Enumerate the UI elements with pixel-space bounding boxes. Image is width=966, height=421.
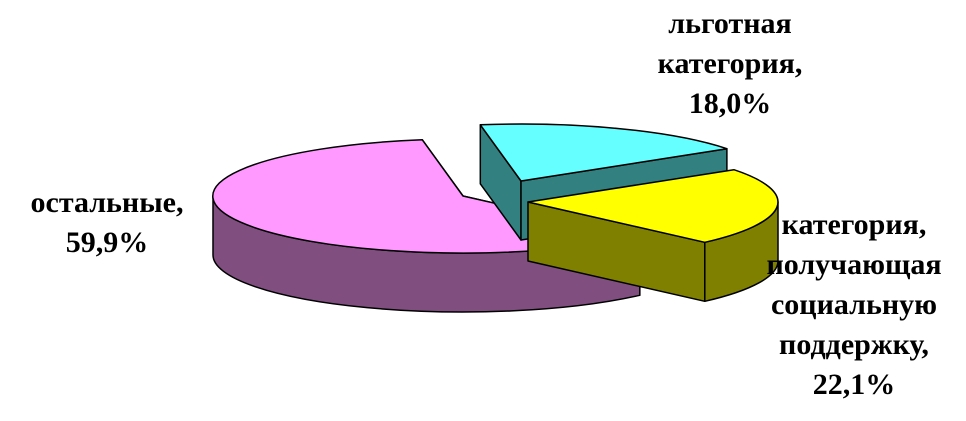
slice-label-value: 22,1% <box>812 368 896 401</box>
slice-label-text-line: социальную <box>770 288 938 321</box>
slice-label-text-line: льготная <box>668 7 792 40</box>
slice-label-text-line: поддержку, <box>779 328 929 361</box>
slice-label-text-line: категория, <box>657 47 803 80</box>
slice-label-text-line: категория, <box>781 208 927 241</box>
slice-label-social-support-category: категория, получающая социальную поддерж… <box>742 205 966 421</box>
pie-slice-top <box>527 168 779 244</box>
pie-slice-social-support-category <box>527 168 779 303</box>
slice-label-others: остальные, 59,9% <box>0 183 214 263</box>
slice-label-text-line: остальные, <box>30 186 184 219</box>
slice-label-text-line: получающая <box>766 248 942 281</box>
slice-label-benefit-category: льготная категория, 18,0% <box>620 4 840 124</box>
slice-label-value: 59,9% <box>65 226 149 259</box>
slice-label-value: 18,0% <box>688 87 772 120</box>
pie-slice-top <box>479 123 728 182</box>
